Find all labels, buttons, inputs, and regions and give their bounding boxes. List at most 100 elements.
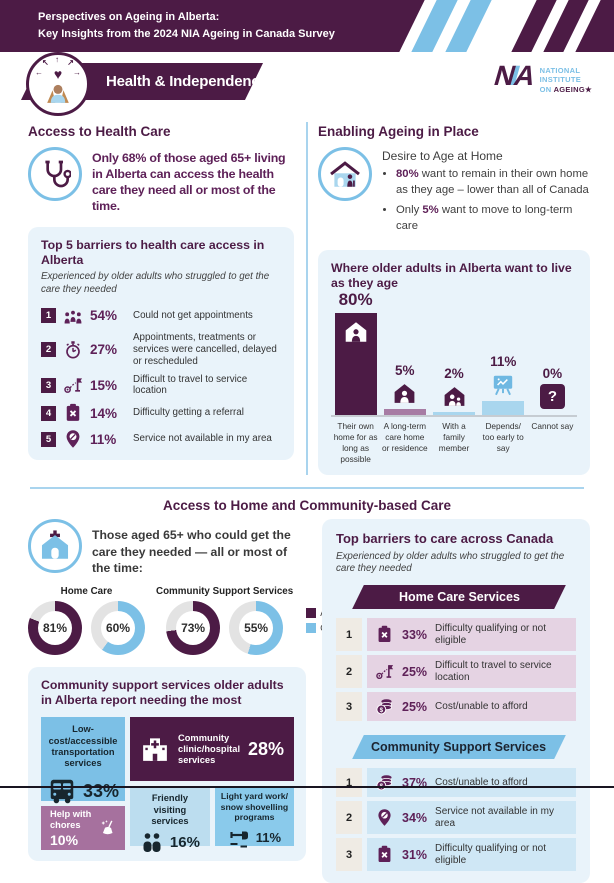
barrier-row: 1 54% Could not get appointments <box>41 306 281 326</box>
canada-barrier-row: 3 31% Difficulty qualifying or not eligi… <box>336 838 576 872</box>
donut-group-label: Community Support Services <box>156 585 294 597</box>
donut-community-alberta: 73% <box>166 600 221 655</box>
rank-number: 2 <box>336 655 362 689</box>
donut-home-care-canada: 60% <box>91 600 145 655</box>
barrier-percent: 25% <box>402 664 428 679</box>
needed-services-title: Community support services older adults … <box>41 677 284 708</box>
tile-clinic-hospital: Community clinic/hospital services 28% <box>130 717 295 782</box>
heart-icon: ♥ <box>53 66 63 82</box>
canada-barrier-row: 2 34% Service not available in my area <box>336 801 576 835</box>
access-health-care-column: Access to Health Care Only 68% of those … <box>28 118 294 475</box>
rank-badge: 4 <box>41 405 56 421</box>
health-independence-icon: ↑ ↗ → ↖ ← ♥ <box>26 52 90 116</box>
donut-value: 73% <box>176 610 211 645</box>
tile-percent: 28% <box>248 738 285 759</box>
section-divider <box>30 487 584 490</box>
care-home-icon <box>392 381 417 406</box>
pin-slash-icon <box>63 429 83 449</box>
mid-section-title: Access to Home and Community-based Care <box>162 498 452 514</box>
barriers-alberta-title: Top 5 barriers to health care access in … <box>41 237 265 267</box>
health-care-statement-text: Only 68% of those aged 65+ living in Alb… <box>92 151 286 214</box>
bar-category-labels: Their own home for as long as possible A… <box>331 417 577 464</box>
barrier-label: Cost/unable to afford <box>435 776 528 788</box>
live-preference-chart-title: Where older adults in Alberta want to li… <box>331 260 572 290</box>
donut-home-care-alberta: 81% <box>28 600 82 655</box>
barrier-percent: 34% <box>402 810 428 825</box>
barriers-alberta-subtitle: Experienced by older adults who struggle… <box>41 271 270 295</box>
stopwatch-icon <box>63 340 83 360</box>
bar-category: Their own home for as long as possible <box>333 421 378 464</box>
barrier-label: Service not available in my area <box>133 433 272 445</box>
barriers-alberta-panel: Top 5 barriers to health care access in … <box>28 226 294 461</box>
bar-care-home <box>383 408 426 416</box>
needed-services-tiles: Low-cost/accessible transportation servi… <box>41 717 295 850</box>
section-banner-row: Health & Independence ↑ ↗ → ↖ ← ♥ NIA NA… <box>0 52 614 116</box>
home-icon <box>318 147 372 201</box>
community-support-services-banner: Community Support Services <box>352 735 566 760</box>
barrier-label: Difficulty qualifying or not eligible <box>435 623 547 646</box>
desire-age-home-label: Desire to Age at Home <box>382 149 503 163</box>
bullet-item: 80% want to remain in their own home as … <box>396 166 590 199</box>
rank-badge: 5 <box>41 431 56 447</box>
bar-value-label: 2% <box>444 366 464 382</box>
coins-icon <box>375 773 394 792</box>
bar-category: A long-term care home or residence <box>381 421 428 453</box>
people-icon <box>63 306 83 326</box>
rank-number: 1 <box>336 768 362 798</box>
barrier-row: 4 14% Difficulty getting a referral <box>41 403 281 423</box>
rank-number: 3 <box>336 692 362 722</box>
bar-value-label: 0% <box>542 366 563 382</box>
barrier-label: Difficulty qualifying or not eligible <box>435 843 547 866</box>
canada-barrier-row: 2 25% Difficult to travel to service loc… <box>336 655 576 689</box>
donut-value: 55% <box>239 610 274 645</box>
tile-transportation: Low-cost/accessible transportation servi… <box>41 717 126 801</box>
bar-category: Depends/ too early to say <box>482 421 524 453</box>
barrier-percent: 15% <box>90 377 118 393</box>
barrier-label: Difficult to travel to service location <box>435 660 552 683</box>
rank-number: 1 <box>336 618 362 652</box>
home-care-donut-group: Home Care 81% 60% <box>28 586 145 655</box>
bar-column: 5% <box>380 363 429 416</box>
pin-slash-icon <box>375 808 394 827</box>
live-preference-panel: Where older adults in Alberta want to li… <box>318 249 590 476</box>
bar-column: 80% <box>331 289 380 416</box>
two-people-icon <box>140 831 164 855</box>
age-at-home-bullets: 80% want to remain in their own home as … <box>382 166 590 235</box>
bar-family-member <box>433 412 475 416</box>
donut-group-label: Home Care <box>60 585 113 597</box>
bar-category: Cannot say <box>531 421 574 432</box>
clipboard-x-icon <box>375 625 394 644</box>
barrier-percent: 27% <box>90 342 118 358</box>
barrier-row: 2 27% Appointments, treatments or servic… <box>41 332 281 368</box>
stethoscope-icon <box>28 147 82 201</box>
rank-badge: 3 <box>41 377 56 393</box>
home-community-column: Those aged 65+ who could get the care th… <box>28 519 351 883</box>
donut-community-canada: 55% <box>229 600 284 655</box>
page-title-line1: Perspectives on Ageing in Alberta: <box>38 11 220 23</box>
bar-column: 11% <box>479 354 528 416</box>
canada-barriers-subtitle: Experienced by older adults who struggle… <box>336 550 565 575</box>
heart-arrows-icon: ↑ ↗ → ↖ ← ♥ <box>35 55 81 82</box>
rank-badge: 1 <box>41 308 56 324</box>
tile-friendly-visiting: Friendly visiting services 16% <box>130 786 210 846</box>
ageing-in-place-title: Enabling Ageing in Place <box>318 124 479 139</box>
nia-logo-wordmark: NATIONAL INSTITUTE ON AGEING★ <box>539 66 592 94</box>
person-icon <box>47 84 69 103</box>
signboard-icon <box>490 372 516 398</box>
question-mark-icon: ? <box>539 384 565 410</box>
health-care-statement: Only 68% of those aged 65+ living in Alb… <box>28 147 294 215</box>
clipboard-x-icon <box>375 845 394 864</box>
column-divider <box>306 122 308 476</box>
bar-value-label: 80% <box>338 289 373 309</box>
barrier-label: Service not available in my area <box>435 806 554 829</box>
bar-value-label: 11% <box>490 354 517 370</box>
legend-swatch <box>306 607 317 618</box>
rank-number: 2 <box>336 801 362 835</box>
barrier-label: Appointments, treatments or services wer… <box>133 331 277 367</box>
age-at-home-statement: Desire to Age at Home 80% want to remain… <box>318 147 590 238</box>
barrier-percent: 14% <box>90 405 118 421</box>
bar-own-home <box>334 312 377 416</box>
shovel-icon <box>228 826 252 850</box>
ageing-in-place-column: Enabling Ageing in Place Desire to Age a… <box>318 118 590 476</box>
header-band: Perspectives on Ageing in Alberta: Key I… <box>0 0 614 52</box>
